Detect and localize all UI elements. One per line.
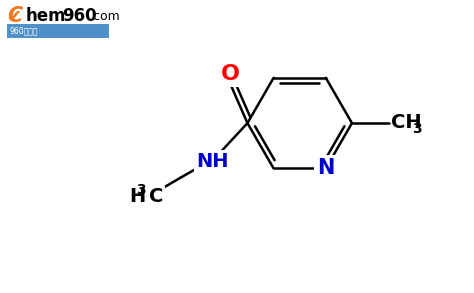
Text: 960: 960 xyxy=(62,7,97,25)
Text: 3: 3 xyxy=(411,122,421,136)
Text: N: N xyxy=(317,158,335,178)
Text: H: H xyxy=(129,187,146,206)
Text: CH: CH xyxy=(391,113,421,132)
Text: NH: NH xyxy=(196,152,229,171)
Text: 3: 3 xyxy=(136,183,146,197)
Text: hem: hem xyxy=(26,7,66,25)
Text: ✔: ✔ xyxy=(7,7,22,25)
Text: .com: .com xyxy=(89,10,120,23)
Text: 960化工网: 960化工网 xyxy=(9,27,38,35)
Text: O: O xyxy=(220,64,239,84)
Text: C: C xyxy=(149,187,164,206)
Text: C: C xyxy=(7,6,22,26)
FancyBboxPatch shape xyxy=(7,24,109,38)
